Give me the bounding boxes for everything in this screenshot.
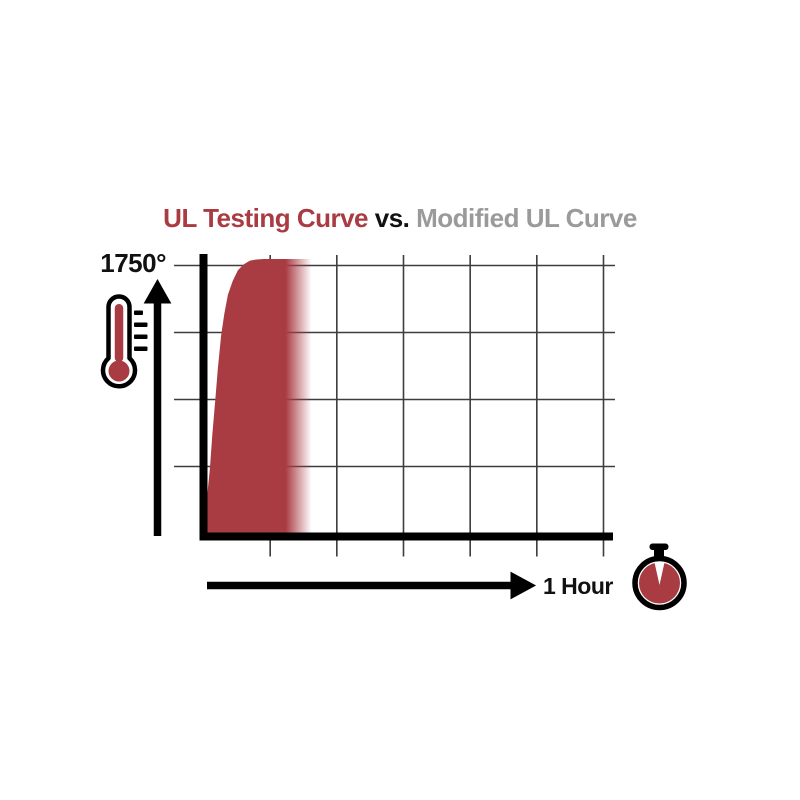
x-axis-end-label: 1 Hour [543, 573, 613, 599]
right-arrow-icon [207, 571, 537, 600]
y-axis-max-label: 1750° [100, 248, 166, 278]
stopwatch-icon [632, 543, 687, 611]
ul-testing-curve-area [203, 259, 312, 534]
up-arrow-icon [143, 278, 172, 536]
title-vs: vs. [368, 203, 417, 233]
title-modified-ul-curve: Modified UL Curve [416, 203, 637, 233]
thermometer-icon [100, 294, 148, 389]
title-ul-testing-curve: UL Testing Curve [163, 203, 369, 233]
chart-title: UL Testing Curve vs. Modified UL Curve [0, 204, 800, 233]
